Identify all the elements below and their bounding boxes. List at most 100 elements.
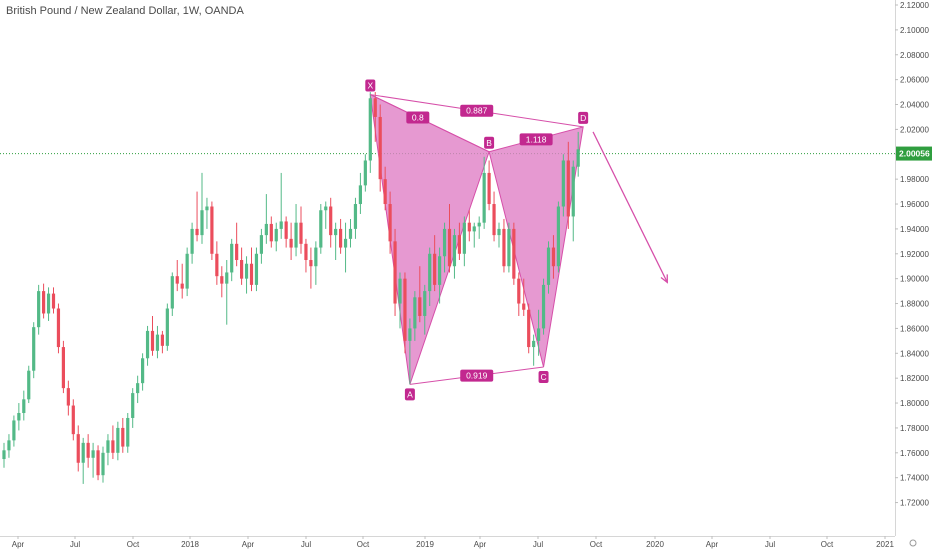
candle-body bbox=[398, 278, 402, 304]
y-tick-label: 2.10000 bbox=[900, 26, 929, 35]
candle-body bbox=[91, 450, 95, 458]
candle-body bbox=[383, 179, 387, 205]
candle-body bbox=[210, 206, 214, 254]
candle-body bbox=[497, 228, 501, 236]
candle-body bbox=[27, 370, 31, 400]
candle-body bbox=[200, 210, 204, 236]
candle-body bbox=[175, 276, 179, 284]
price-axis-bg[interactable] bbox=[895, 0, 932, 550]
candle-body bbox=[433, 253, 437, 285]
candle-body bbox=[51, 293, 56, 309]
candle-body bbox=[368, 98, 372, 161]
candle-body bbox=[472, 226, 476, 232]
candle-body bbox=[259, 235, 263, 254]
candle-body bbox=[408, 328, 412, 341]
candle-body bbox=[66, 388, 70, 406]
y-tick-label: 2.02000 bbox=[900, 125, 929, 134]
candle-body bbox=[438, 256, 442, 285]
y-tick-label: 1.84000 bbox=[900, 349, 929, 358]
y-tick-label: 1.72000 bbox=[900, 499, 929, 508]
candle-body bbox=[160, 334, 164, 346]
candle-body bbox=[96, 450, 100, 476]
candle-body bbox=[42, 291, 46, 314]
candle-body bbox=[81, 442, 85, 463]
candle-body bbox=[561, 160, 565, 207]
candle-body bbox=[442, 228, 447, 257]
candle-body bbox=[215, 253, 219, 277]
candle-body bbox=[190, 228, 194, 254]
y-tick-label: 1.80000 bbox=[900, 399, 929, 408]
candle-body bbox=[56, 308, 61, 348]
candle-body bbox=[299, 222, 303, 244]
candle-body bbox=[155, 334, 160, 351]
ratio-label-bg bbox=[406, 111, 430, 124]
settings-icon[interactable] bbox=[909, 539, 917, 547]
candle-body bbox=[527, 309, 531, 348]
x-tick-label: Jul bbox=[301, 540, 311, 549]
candle-body bbox=[225, 272, 229, 284]
candle-body bbox=[324, 206, 328, 211]
ratio-label-bg bbox=[460, 369, 494, 382]
y-tick-label: 2.12000 bbox=[900, 1, 929, 10]
candle-body bbox=[165, 308, 169, 346]
y-tick-label: 1.88000 bbox=[900, 300, 929, 309]
point-label-bg bbox=[404, 388, 415, 401]
candle-body bbox=[477, 222, 481, 227]
candle-body bbox=[32, 327, 36, 371]
candle-body bbox=[487, 172, 491, 205]
candle-body bbox=[576, 149, 580, 167]
pattern-line-xb bbox=[370, 94, 490, 153]
y-tick-label: 1.92000 bbox=[900, 250, 929, 259]
candle-body bbox=[2, 450, 6, 460]
candle-body bbox=[363, 160, 367, 186]
candle-body bbox=[546, 247, 551, 285]
point-label-a: A bbox=[407, 389, 413, 399]
candle-body bbox=[571, 166, 575, 217]
candle-body bbox=[329, 206, 333, 236]
candle-body bbox=[556, 206, 560, 267]
candle-body bbox=[566, 160, 570, 217]
candle-body bbox=[462, 222, 466, 254]
candle-body bbox=[512, 228, 516, 279]
symbol-title: British Pound / New Zealand Dollar, 1W, … bbox=[6, 5, 244, 17]
candle-body bbox=[136, 383, 140, 394]
point-label-b: B bbox=[486, 138, 492, 148]
candle-body bbox=[121, 427, 125, 447]
point-label-x: X bbox=[367, 81, 373, 91]
candle-body bbox=[403, 278, 407, 341]
candle-body bbox=[467, 222, 471, 232]
candle-body bbox=[289, 238, 293, 248]
candle-body bbox=[358, 185, 362, 205]
y-tick-label: 1.86000 bbox=[900, 324, 929, 333]
ratio-label-bg bbox=[519, 133, 553, 146]
x-tick-label: 2018 bbox=[181, 540, 199, 549]
candle-body bbox=[230, 243, 234, 273]
ratio-label: 1.118 bbox=[526, 134, 547, 144]
candle-body bbox=[373, 98, 377, 117]
candle-body bbox=[393, 241, 397, 304]
candle-body bbox=[101, 452, 105, 476]
x-tick-label: 2021 bbox=[876, 540, 894, 549]
y-tick-label: 1.94000 bbox=[900, 225, 929, 234]
y-tick-label: 1.76000 bbox=[900, 449, 929, 458]
candle-body bbox=[482, 172, 486, 223]
candle-body bbox=[195, 228, 199, 236]
candle-body bbox=[339, 228, 343, 248]
candle-body bbox=[244, 263, 249, 279]
candle-body bbox=[551, 247, 556, 267]
candle-body bbox=[507, 228, 511, 267]
y-tick-label: 1.82000 bbox=[900, 374, 929, 383]
candle-body bbox=[314, 247, 318, 267]
candle-body bbox=[457, 235, 461, 254]
candle-body bbox=[249, 263, 254, 285]
ratio-label: 0.8 bbox=[412, 112, 424, 122]
candle-body bbox=[517, 278, 521, 304]
candle-body bbox=[12, 420, 16, 441]
candle-body bbox=[334, 228, 338, 236]
point-label-d: D bbox=[580, 113, 586, 123]
candle-body bbox=[170, 276, 174, 309]
y-tick-label: 1.74000 bbox=[900, 474, 929, 483]
candle-body bbox=[37, 291, 41, 328]
